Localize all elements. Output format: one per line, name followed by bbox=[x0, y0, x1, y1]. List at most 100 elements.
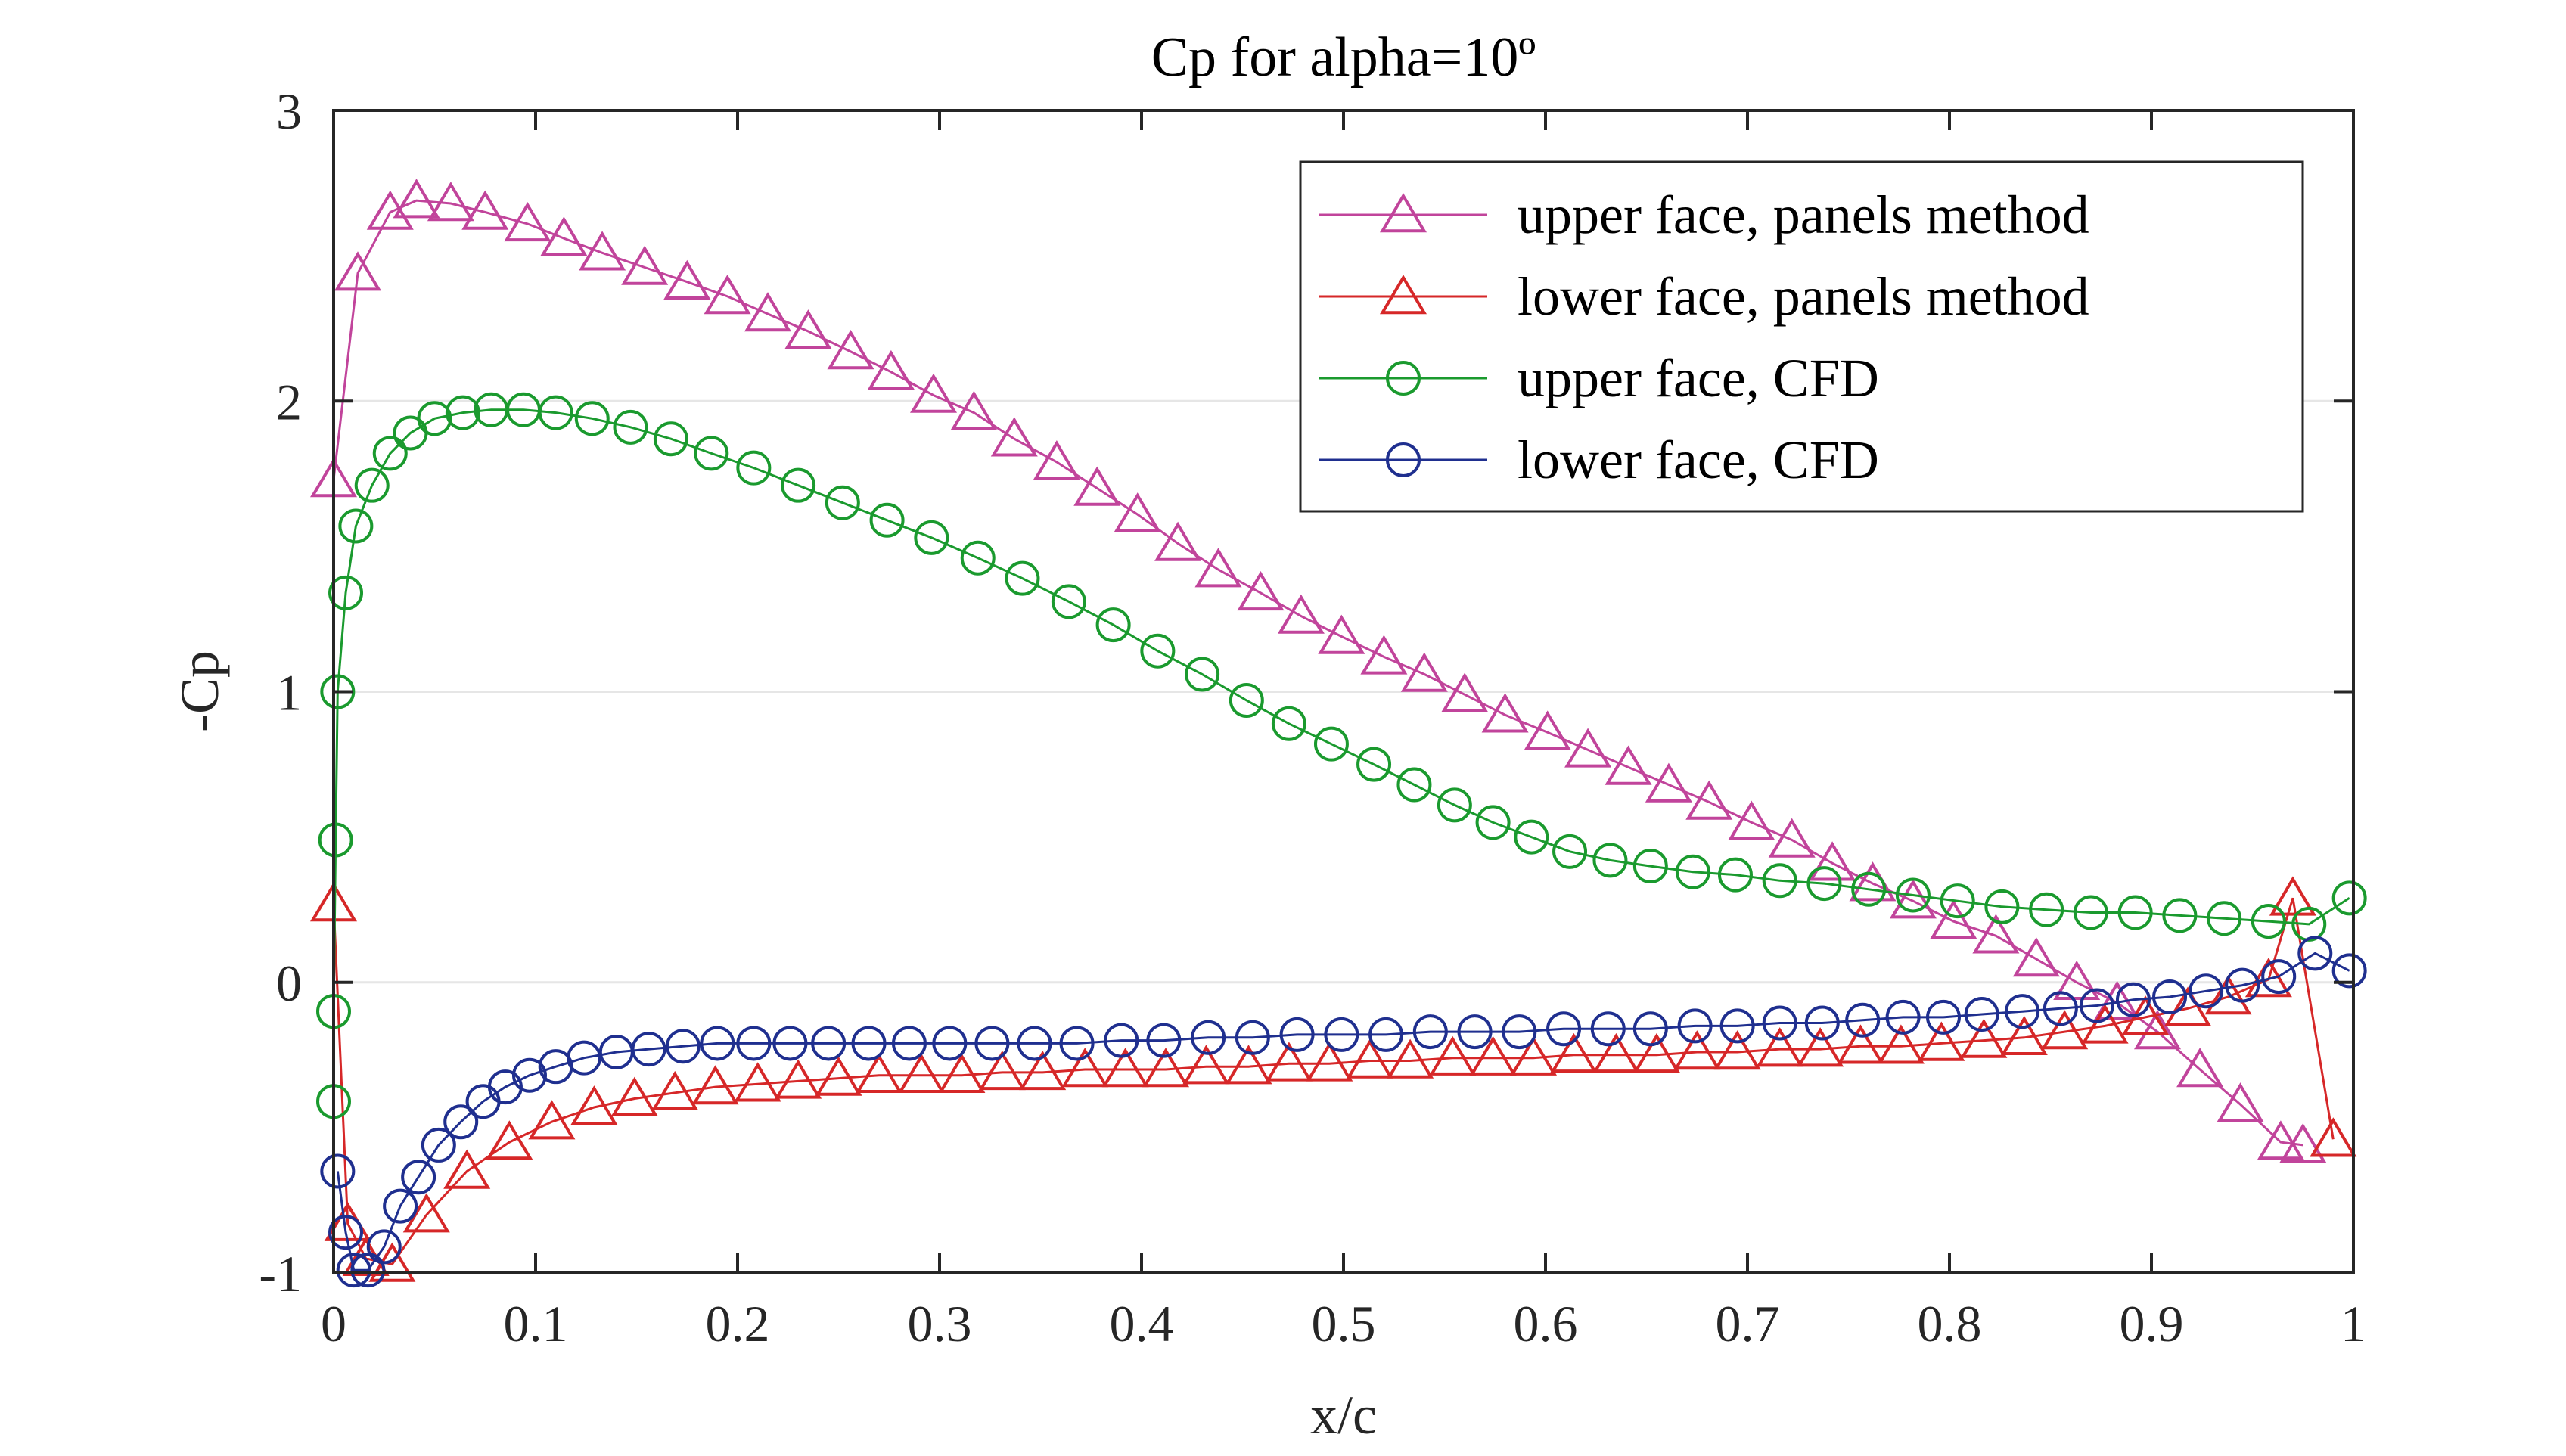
data-point bbox=[736, 1026, 772, 1061]
data-point bbox=[1101, 1048, 1149, 1088]
data-point bbox=[1514, 819, 1549, 855]
data-point bbox=[2053, 960, 2101, 1000]
data-point bbox=[540, 216, 588, 256]
data-point bbox=[1051, 584, 1086, 619]
data-point bbox=[1437, 787, 1472, 823]
legend-marker bbox=[1379, 275, 1427, 315]
data-point bbox=[2310, 1117, 2357, 1157]
data-point bbox=[736, 450, 772, 486]
data-point bbox=[2041, 1010, 2089, 1050]
data-point bbox=[2152, 979, 2188, 1014]
data-point bbox=[1509, 1035, 1558, 1076]
data-point bbox=[610, 1076, 658, 1116]
data-point bbox=[1677, 1008, 1713, 1044]
data-point bbox=[867, 349, 915, 390]
data-point bbox=[734, 1062, 781, 1102]
data-point bbox=[383, 1188, 418, 1224]
data-point bbox=[1191, 1020, 1226, 1055]
data-point bbox=[1675, 854, 1710, 889]
data-point bbox=[897, 1053, 946, 1093]
data-point bbox=[2257, 1120, 2304, 1160]
data-point bbox=[1412, 1014, 1448, 1050]
data-point bbox=[651, 1070, 699, 1110]
data-point bbox=[2225, 967, 2260, 1003]
data-point bbox=[704, 274, 751, 315]
data-point bbox=[402, 1193, 450, 1233]
x-tick-label: 0.5 bbox=[1312, 1295, 1376, 1352]
data-point bbox=[1552, 834, 1588, 869]
data-point bbox=[1809, 841, 1856, 881]
legend-item: lower face, panels method bbox=[1319, 266, 2089, 327]
data-point bbox=[1356, 747, 1392, 782]
data-point bbox=[1632, 1011, 1668, 1047]
data-point bbox=[1719, 1008, 1755, 1044]
data-point bbox=[1475, 805, 1511, 840]
x-tick-label: 0.2 bbox=[706, 1295, 770, 1352]
data-point bbox=[574, 401, 610, 436]
data-point bbox=[960, 540, 996, 576]
data-point bbox=[891, 1026, 927, 1061]
data-point bbox=[631, 1032, 666, 1067]
x-axis-label: x/c bbox=[1310, 1385, 1377, 1445]
data-point bbox=[354, 467, 390, 503]
data-point bbox=[1930, 899, 1977, 939]
data-point bbox=[1396, 767, 1432, 803]
data-point bbox=[827, 329, 874, 370]
data-point bbox=[528, 1100, 576, 1140]
data-point bbox=[487, 1069, 523, 1105]
data-point bbox=[653, 421, 688, 457]
legend-marker bbox=[1386, 442, 1421, 477]
x-tick-label: 0.9 bbox=[2120, 1295, 2184, 1352]
data-point bbox=[1095, 607, 1131, 643]
data-point bbox=[443, 1104, 479, 1140]
legend-marker bbox=[1386, 361, 1421, 396]
data-point bbox=[1713, 1030, 1761, 1070]
legend-item: upper face, panels method bbox=[1319, 185, 2089, 245]
data-point bbox=[1762, 863, 1797, 899]
data-point bbox=[772, 1026, 808, 1061]
axis-ticks: -1 0 1 2 3 0 0.1 0.2 0.3 0.4 0.5 0.6 0.7 0.8 0.9 1 bbox=[259, 82, 2366, 1352]
data-point bbox=[990, 417, 1038, 457]
data-point bbox=[1940, 883, 1975, 919]
data-point bbox=[1237, 570, 1285, 611]
data-point bbox=[663, 259, 711, 300]
series-line bbox=[336, 952, 2350, 1271]
legend-item: upper face, CFD bbox=[1319, 348, 1879, 408]
data-point bbox=[1837, 1024, 1884, 1064]
data-point bbox=[1918, 1021, 1965, 1061]
plot-series bbox=[309, 179, 2367, 1288]
data-point bbox=[2115, 982, 2151, 1017]
data-point bbox=[2269, 876, 2316, 916]
data-point bbox=[2005, 994, 2040, 1029]
data-point bbox=[350, 1253, 386, 1288]
data-point bbox=[1469, 1035, 1517, 1076]
data-point bbox=[1265, 1042, 1313, 1082]
legend-label: upper face, CFD bbox=[1518, 348, 1879, 408]
data-point bbox=[1845, 1002, 1881, 1038]
data-point bbox=[338, 508, 374, 544]
data-point bbox=[1313, 726, 1349, 762]
data-point bbox=[932, 1026, 968, 1061]
data-point bbox=[1324, 1017, 1359, 1052]
data-point bbox=[978, 1050, 1026, 1091]
data-point bbox=[1387, 1038, 1434, 1079]
data-point bbox=[1502, 1014, 1537, 1050]
data-point bbox=[2297, 936, 2333, 971]
data-point bbox=[1851, 871, 1887, 907]
data-point bbox=[815, 1056, 862, 1096]
data-point bbox=[2117, 895, 2153, 930]
x-tick-label: 1 bbox=[2341, 1295, 2366, 1352]
data-point bbox=[2133, 1010, 2182, 1050]
y-tick-label: 1 bbox=[276, 664, 302, 722]
y-tick-label: 2 bbox=[276, 373, 302, 430]
data-point bbox=[1182, 1045, 1230, 1085]
y-tick-label: -1 bbox=[259, 1245, 302, 1302]
x-tick-label: 0 bbox=[321, 1295, 346, 1352]
data-point bbox=[1194, 548, 1242, 588]
data-point bbox=[1605, 745, 1652, 785]
data-point bbox=[2217, 1082, 2264, 1122]
x-tick-label: 0.8 bbox=[1918, 1295, 1982, 1352]
data-point bbox=[775, 1059, 822, 1099]
data-point bbox=[2164, 986, 2212, 1026]
